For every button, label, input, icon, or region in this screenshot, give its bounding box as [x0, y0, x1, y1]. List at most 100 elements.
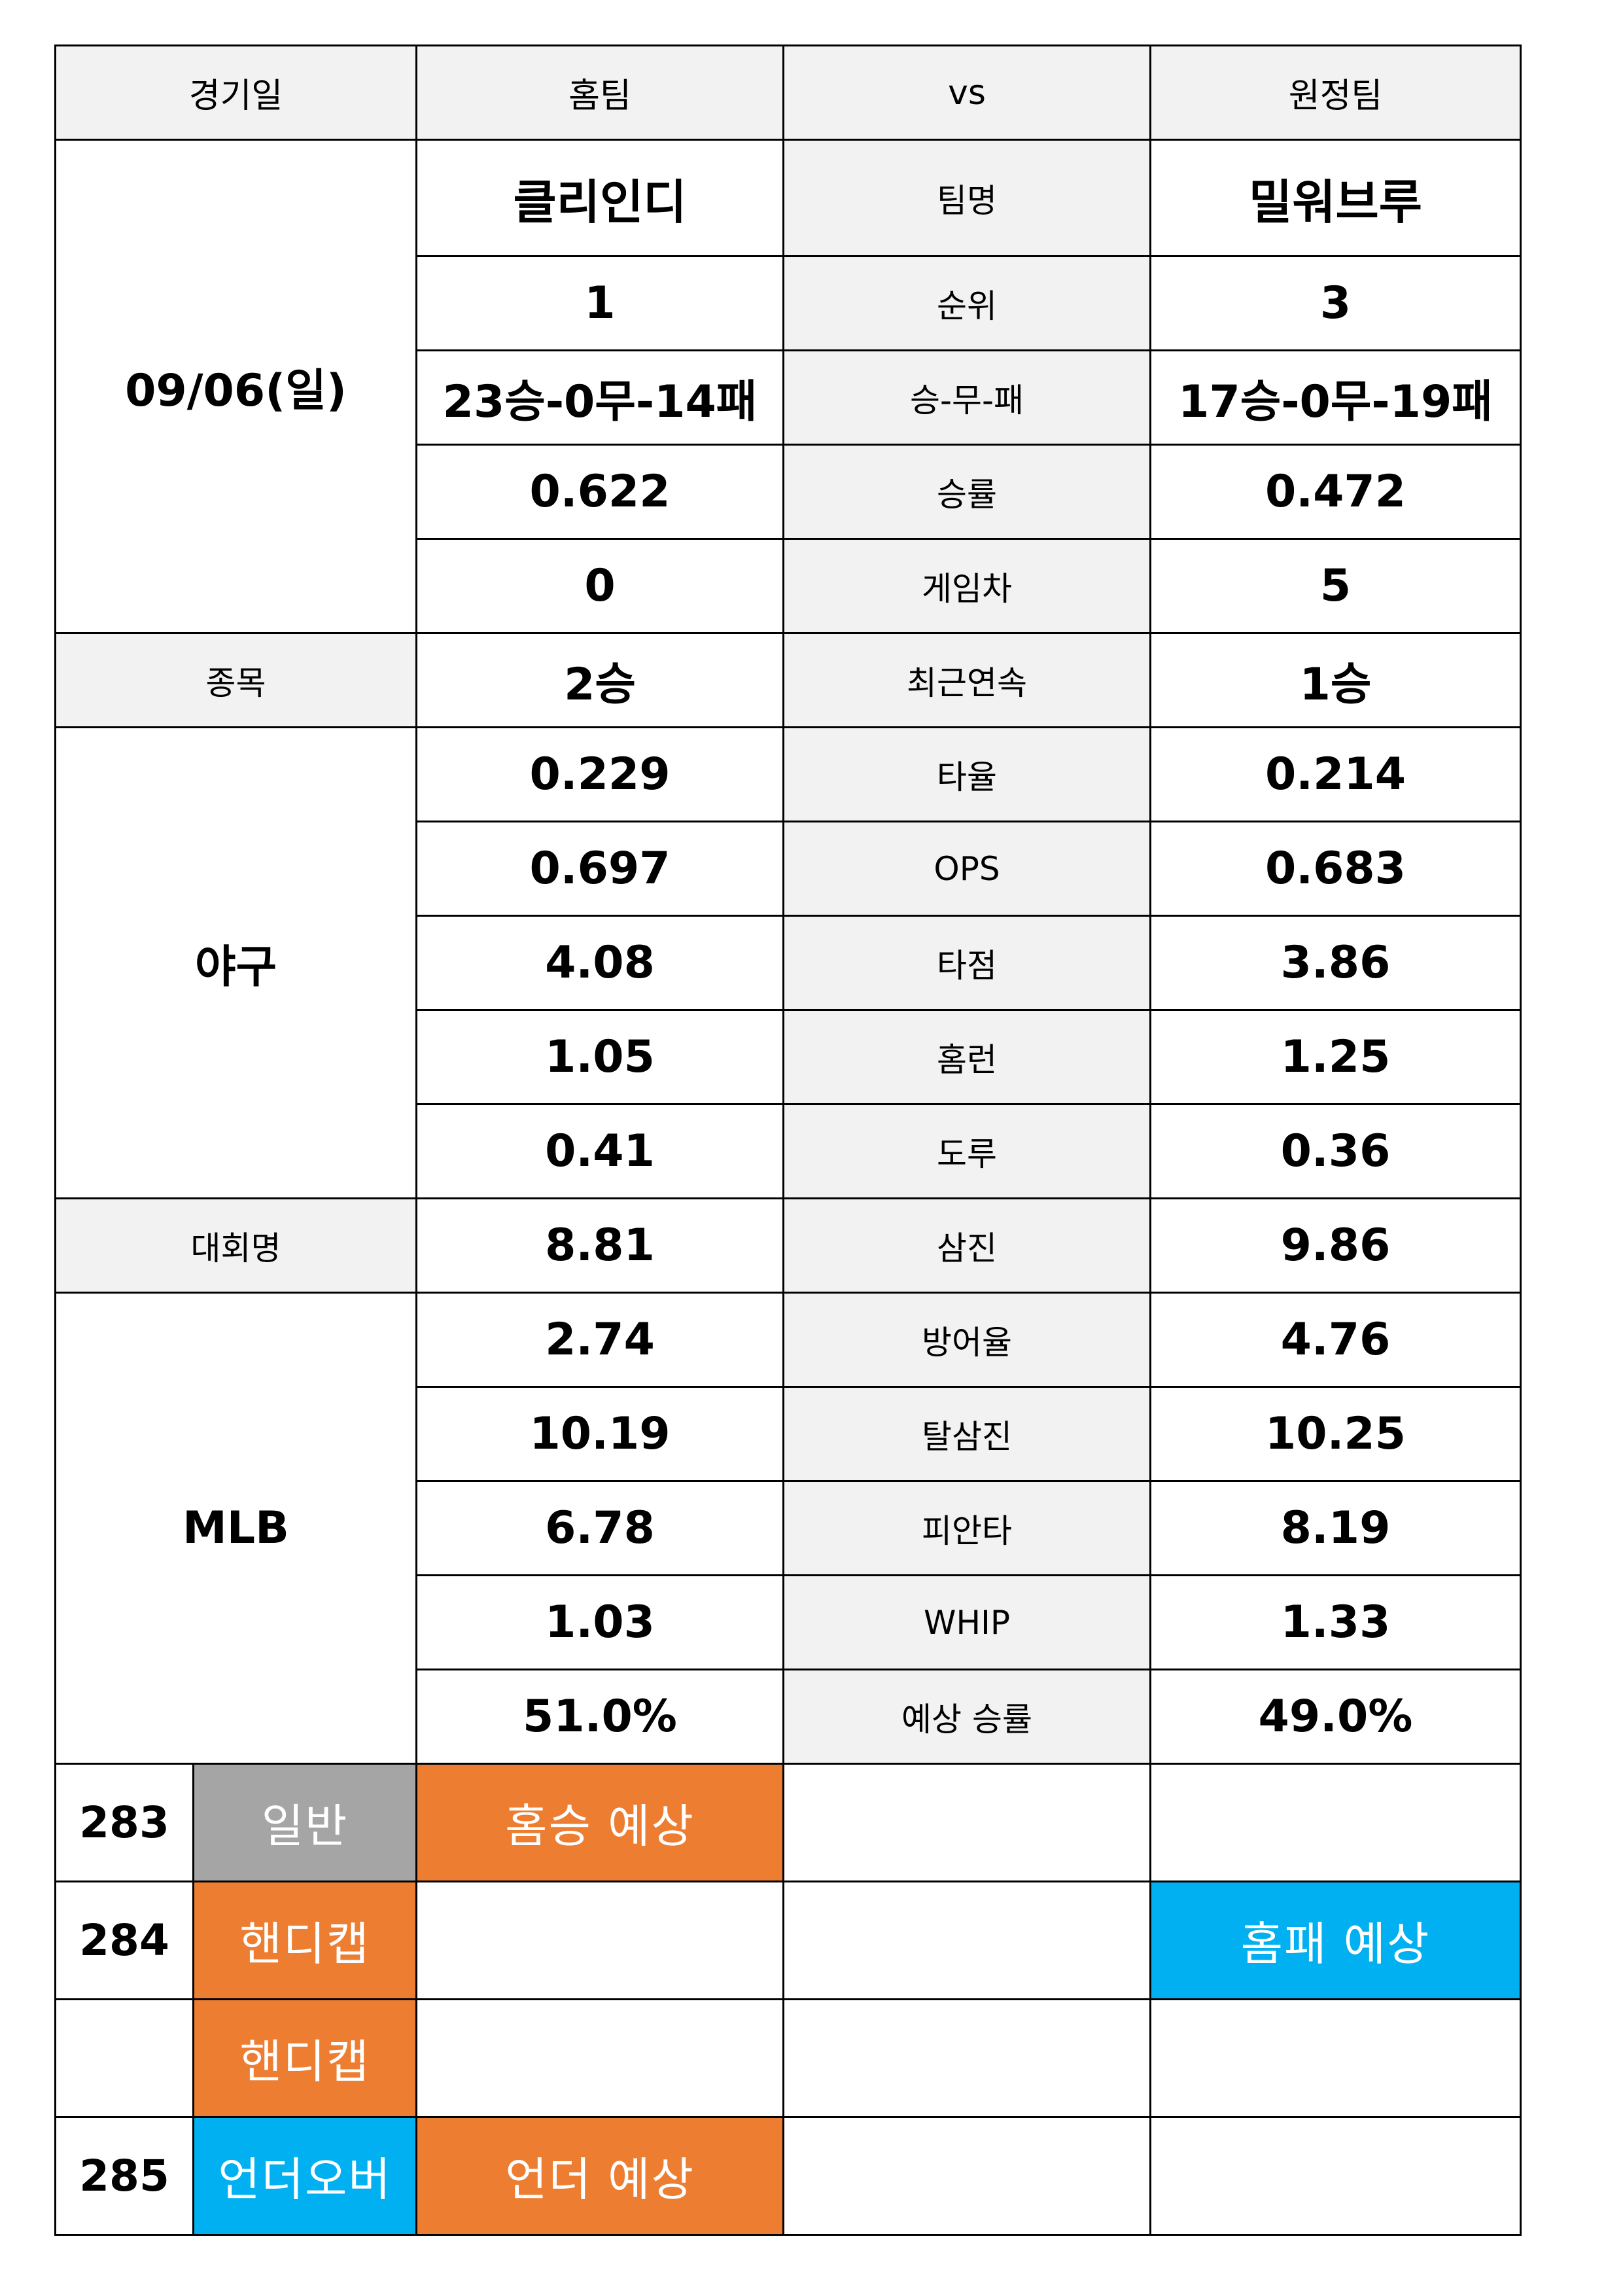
away-stat: 1승: [1149, 632, 1522, 728]
away-stat: 3.86: [1149, 915, 1522, 1011]
stat-label: 도루: [782, 1103, 1151, 1199]
stat-label: 팀명: [782, 139, 1151, 257]
stat-label: 순위: [782, 255, 1151, 351]
home-team-header: 홈팀: [415, 44, 784, 141]
stat-label: 게임차: [782, 538, 1151, 634]
home-stat: 0.229: [415, 726, 784, 822]
stat-label: WHIP: [782, 1574, 1151, 1670]
home-pick: [415, 1881, 784, 2000]
stat-row: 0.697 OPS 0.683: [56, 821, 1522, 917]
stat-row: 10.19 탈삼진 10.25: [56, 1386, 1522, 1482]
away-stat: 3: [1149, 255, 1522, 351]
stat-label: 최근연속: [782, 632, 1151, 728]
home-stat: 4.08: [415, 915, 784, 1011]
bet-type-tag: 일반: [192, 1763, 417, 1882]
stat-label: 타점: [782, 915, 1151, 1011]
game-number: 285: [54, 2116, 194, 2236]
stat-row: 4.08 타점 3.86: [56, 915, 1522, 1011]
stat-row: 51.0% 예상 승률 49.0%: [56, 1669, 1522, 1765]
bet-row: 285 언더오버 언더 예상: [54, 2116, 1522, 2236]
away-stat: 8.19: [1149, 1480, 1522, 1576]
away-team-header: 원정팀: [1149, 44, 1522, 141]
away-stat: 5: [1149, 538, 1522, 634]
stat-row: 1.03 WHIP 1.33: [56, 1574, 1522, 1670]
stat-row: 6.78 피안타 8.19: [56, 1480, 1522, 1576]
home-stat: 0.622: [415, 444, 784, 540]
game-number: [54, 1998, 194, 2118]
match-analysis-table: 경기일 홈팀 vs 원정팀 09/06(일) 클리인디 팀명 밀워브루 1 순위…: [54, 44, 1522, 2236]
sport-label: 종목: [54, 632, 417, 728]
league-label: 대회명: [54, 1197, 417, 1294]
stat-row: 0.41 도루 0.36: [56, 1103, 1522, 1199]
league-name: MLB: [54, 1292, 417, 1765]
stat-label: 삼진: [782, 1197, 1151, 1294]
draw-pick: [782, 1998, 1151, 2118]
header-row: 경기일 홈팀 vs 원정팀: [54, 44, 1522, 141]
away-stat: 17승-0무-19패: [1149, 349, 1522, 446]
stat-row: 1.05 홈런 1.25: [56, 1009, 1522, 1105]
draw-pick: [782, 1763, 1151, 1882]
stat-row: MLB 2.74 방어율 4.76: [54, 1292, 1522, 1765]
away-pick: [1149, 1998, 1522, 2118]
away-stat: 1.33: [1149, 1574, 1522, 1670]
stat-label: 홈런: [782, 1009, 1151, 1105]
away-stat: 49.0%: [1149, 1669, 1522, 1765]
home-stat: 1: [415, 255, 784, 351]
stat-label: 승-무-패: [782, 349, 1151, 446]
away-stat: 10.25: [1149, 1386, 1522, 1482]
stat-row: 0 게임차 5: [56, 538, 1522, 634]
home-stat: 0: [415, 538, 784, 634]
away-stat: 0.472: [1149, 444, 1522, 540]
bet-row: 284 핸디캡 홈패 예상: [54, 1881, 1522, 2000]
stat-row: 야구 0.229 타율 0.214: [54, 726, 1522, 1199]
away-pick: 홈패 예상: [1149, 1881, 1522, 2000]
bet-row: 핸디캡: [54, 1998, 1522, 2118]
home-team-name: 클리인디: [415, 139, 784, 257]
draw-pick: [782, 1881, 1151, 2000]
home-stat: 8.81: [415, 1197, 784, 1294]
home-pick: [415, 1998, 784, 2118]
away-team-name: 밀워브루: [1149, 139, 1522, 257]
game-number: 284: [54, 1881, 194, 2000]
away-stat: 0.36: [1149, 1103, 1522, 1199]
stat-label: 타율: [782, 726, 1151, 822]
home-stat: 6.78: [415, 1480, 784, 1576]
away-stat: 0.683: [1149, 821, 1522, 917]
home-stat: 2승: [415, 632, 784, 728]
bet-type-tag: 언더오버: [192, 2116, 417, 2236]
sport-name: 야구: [54, 726, 417, 1199]
stat-row: 09/06(일) 클리인디 팀명 밀워브루: [54, 139, 1522, 634]
stat-row: 23승-0무-14패 승-무-패 17승-0무-19패: [56, 349, 1522, 446]
stat-label: OPS: [782, 821, 1151, 917]
away-stat: 9.86: [1149, 1197, 1522, 1294]
stat-row: 종목 2승 최근연속 1승: [54, 632, 1522, 728]
bet-row: 283 일반 홈승 예상: [54, 1763, 1522, 1882]
home-stat: 0.41: [415, 1103, 784, 1199]
vs-header: vs: [782, 44, 1151, 141]
stat-label: 예상 승률: [782, 1669, 1151, 1765]
stat-label: 방어율: [782, 1292, 1151, 1388]
home-stat: 2.74: [415, 1292, 784, 1388]
stat-label: 탈삼진: [782, 1386, 1151, 1482]
stat-row: 대회명 8.81 삼진 9.86: [54, 1197, 1522, 1294]
home-stat: 51.0%: [415, 1669, 784, 1765]
bet-type-tag: 핸디캡: [192, 1881, 417, 2000]
home-stat: 0.697: [415, 821, 784, 917]
date-header: 경기일: [54, 44, 417, 141]
away-pick: [1149, 2116, 1522, 2236]
away-stat: 1.25: [1149, 1009, 1522, 1105]
bet-type-tag: 핸디캡: [192, 1998, 417, 2118]
home-stat: 10.19: [415, 1386, 784, 1482]
away-stat: 0.214: [1149, 726, 1522, 822]
home-pick: 홈승 예상: [415, 1763, 784, 1882]
home-pick: 언더 예상: [415, 2116, 784, 2236]
away-pick: [1149, 1763, 1522, 1882]
stat-label: 승률: [782, 444, 1151, 540]
home-stat: 1.03: [415, 1574, 784, 1670]
home-stat: 1.05: [415, 1009, 784, 1105]
stat-row: 1 순위 3: [56, 255, 1522, 351]
home-stat: 23승-0무-14패: [415, 349, 784, 446]
game-number: 283: [54, 1763, 194, 1882]
stat-label: 피안타: [782, 1480, 1151, 1576]
draw-pick: [782, 2116, 1151, 2236]
